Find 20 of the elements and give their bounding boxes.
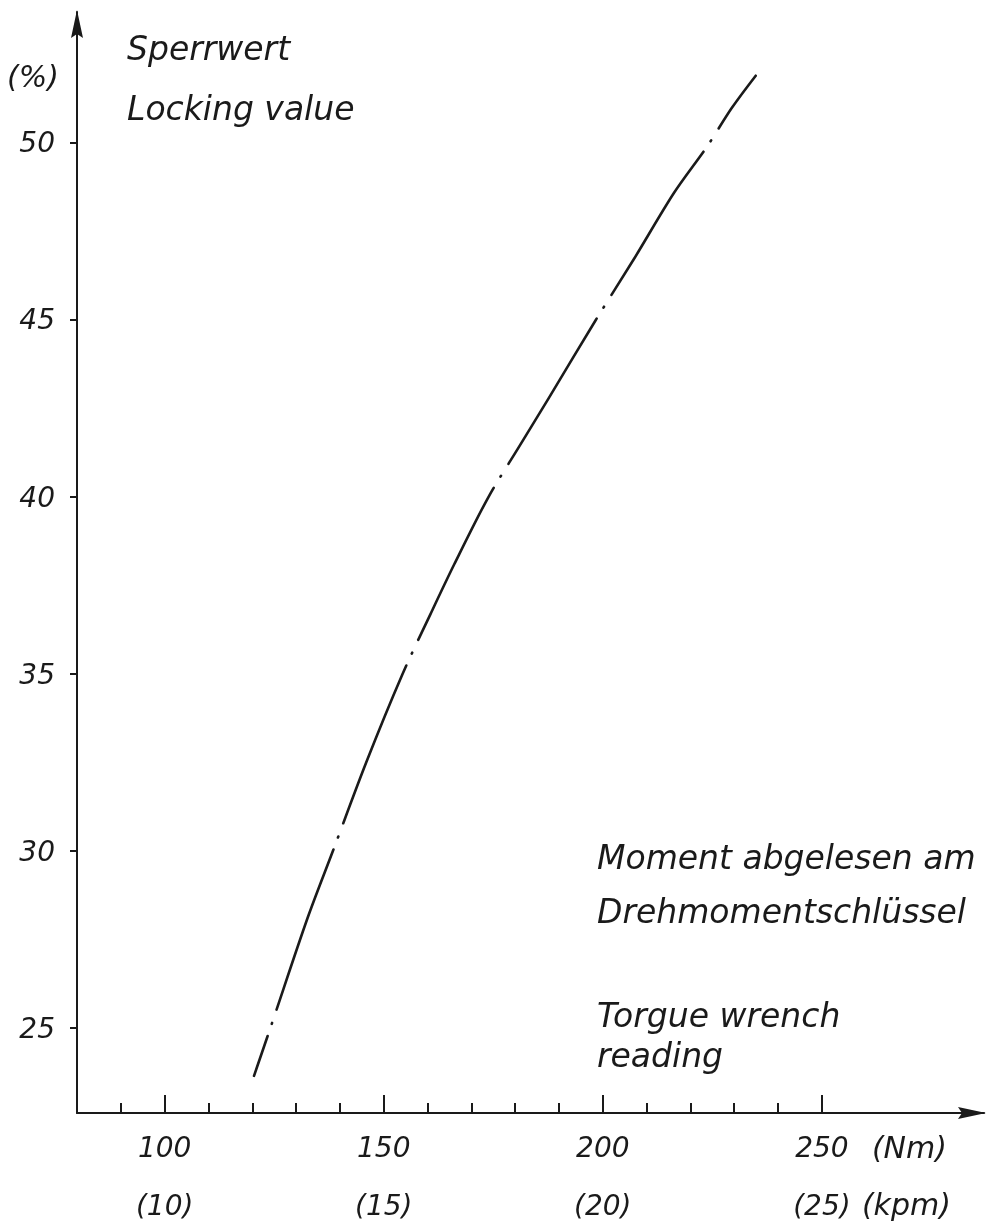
y-tick-label: 40 — [19, 480, 55, 514]
text: (%) — [7, 58, 59, 94]
text: (Nm) — [871, 1129, 947, 1165]
x2-tick-label: (20) — [574, 1188, 632, 1222]
x-tick-label: 100 — [137, 1130, 192, 1164]
x-axis-title: Moment abgelesen am Drehmomentschlüssel — [597, 837, 976, 931]
y-tick-label: 50 — [19, 126, 55, 160]
x-tick-label: 150 — [356, 1130, 411, 1164]
y-tick-label: 25 — [19, 1011, 55, 1045]
x2-axis-title: (kpm) — [861, 1186, 951, 1222]
y-axis-title: Sperrwert Locking value — [127, 28, 355, 128]
annotation: Torgue wrench reading — [597, 995, 841, 1075]
y-tick-label: 45 — [19, 303, 55, 337]
x2-tick-label: (25) — [793, 1188, 851, 1222]
y-tick-label: 35 — [19, 657, 55, 691]
x2-tick-label: (10) — [135, 1188, 194, 1222]
x-tick-label: 200 — [576, 1130, 630, 1164]
x2-tick-label: (15) — [354, 1188, 413, 1222]
x-tick-label: 250 — [795, 1130, 849, 1164]
y-tick-label: 30 — [19, 834, 55, 868]
